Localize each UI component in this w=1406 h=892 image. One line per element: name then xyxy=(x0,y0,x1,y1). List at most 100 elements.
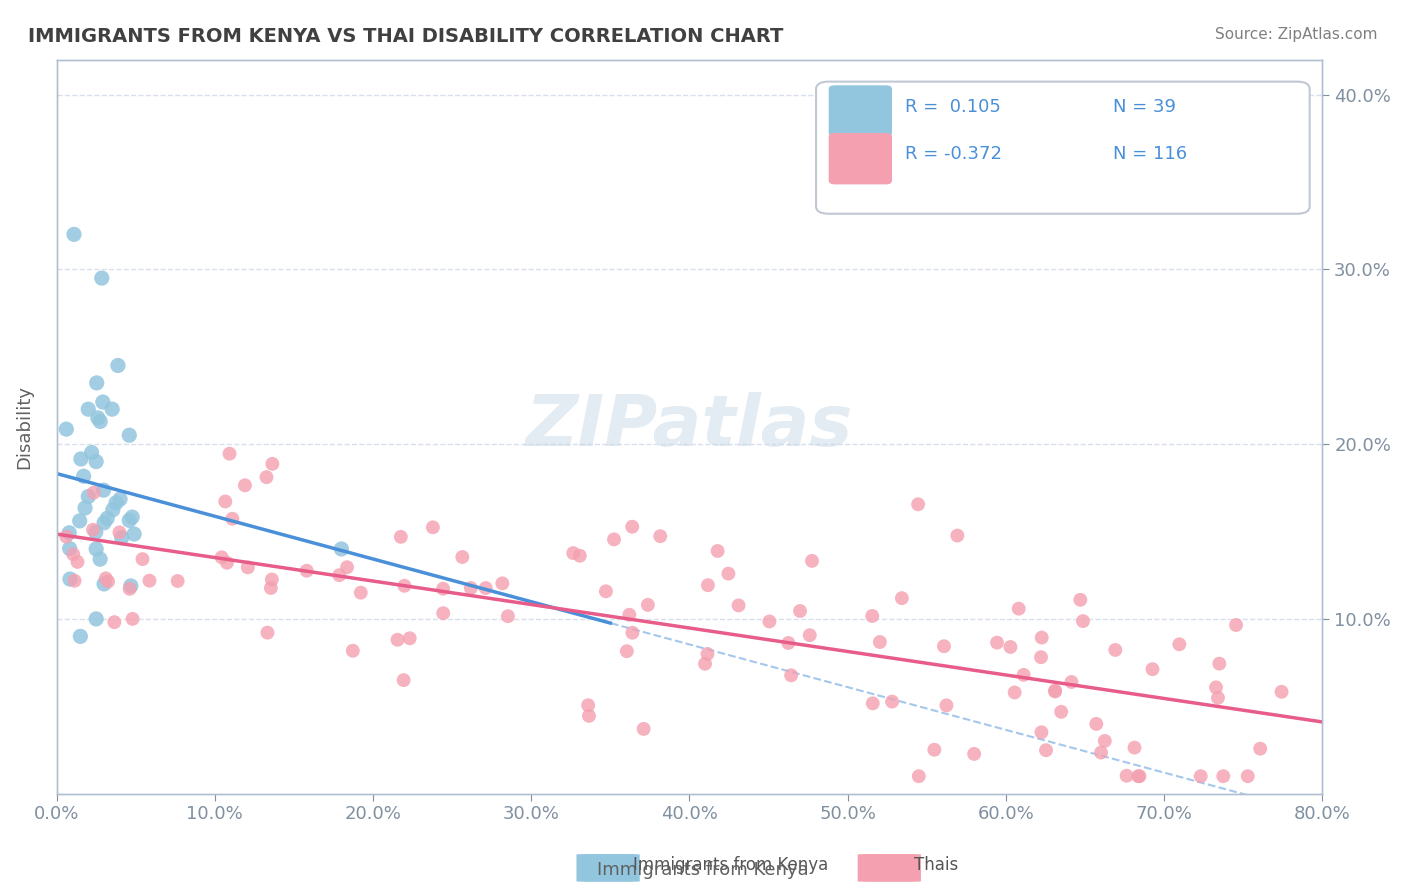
Point xyxy=(59,541,82,556)
Point xyxy=(89,414,111,428)
FancyBboxPatch shape xyxy=(828,86,891,136)
Text: Immigrants from Kenya: Immigrants from Kenya xyxy=(633,856,828,874)
Point xyxy=(717,566,740,581)
Point xyxy=(801,554,824,568)
Point xyxy=(789,604,811,618)
Point xyxy=(214,494,236,508)
Point xyxy=(103,615,125,629)
Point xyxy=(101,402,124,417)
Point xyxy=(986,635,1008,649)
Point xyxy=(1270,685,1292,699)
Point xyxy=(108,525,131,540)
Text: Immigrants from Kenya: Immigrants from Kenya xyxy=(598,861,808,879)
Point xyxy=(221,512,243,526)
Point xyxy=(342,644,364,658)
Point xyxy=(1094,734,1116,748)
Point xyxy=(1035,743,1057,757)
Point xyxy=(93,577,115,591)
Point xyxy=(84,525,107,540)
Point xyxy=(118,582,141,596)
Point xyxy=(62,547,84,561)
Point xyxy=(780,668,803,682)
Point xyxy=(55,530,77,544)
Point xyxy=(890,591,912,606)
Point xyxy=(422,520,444,534)
Point xyxy=(907,497,929,511)
Point xyxy=(637,598,659,612)
Text: ZIPatlas: ZIPatlas xyxy=(526,392,853,461)
Point xyxy=(862,697,884,711)
Point xyxy=(58,525,80,540)
Point xyxy=(1043,684,1066,698)
Point xyxy=(1004,685,1026,699)
Point xyxy=(101,502,124,516)
Point xyxy=(1225,618,1247,632)
Point xyxy=(1128,769,1150,783)
Point xyxy=(69,514,91,528)
Point xyxy=(578,709,600,723)
Point xyxy=(96,511,118,525)
Point xyxy=(94,571,117,585)
FancyBboxPatch shape xyxy=(815,82,1309,214)
Point xyxy=(93,483,115,497)
Point xyxy=(603,533,626,547)
Point xyxy=(83,485,105,500)
Point xyxy=(260,573,283,587)
Point xyxy=(256,625,278,640)
Point xyxy=(218,447,240,461)
Point xyxy=(63,227,86,242)
Point xyxy=(82,523,104,537)
Point xyxy=(496,609,519,624)
Point xyxy=(89,552,111,566)
Text: R = -0.372: R = -0.372 xyxy=(904,145,1001,162)
Point xyxy=(121,612,143,626)
Point xyxy=(90,271,112,285)
Point xyxy=(1085,717,1108,731)
Point xyxy=(1071,614,1094,628)
Point xyxy=(1208,657,1230,671)
Point xyxy=(166,574,188,588)
Point xyxy=(907,769,929,783)
Point xyxy=(328,568,350,582)
Point xyxy=(1115,769,1137,783)
Point xyxy=(84,454,107,468)
Point xyxy=(474,581,496,595)
FancyBboxPatch shape xyxy=(576,854,640,882)
Point xyxy=(118,428,141,442)
Text: R =  0.105: R = 0.105 xyxy=(904,98,1001,116)
Point xyxy=(1069,592,1091,607)
Point xyxy=(758,615,780,629)
Point xyxy=(1060,675,1083,690)
Point xyxy=(262,457,284,471)
Point xyxy=(1205,681,1227,695)
Point xyxy=(562,546,585,560)
Point xyxy=(621,625,644,640)
Y-axis label: Disability: Disability xyxy=(15,384,32,468)
Point xyxy=(460,581,482,595)
Point xyxy=(72,469,94,483)
Point xyxy=(87,410,110,425)
Point xyxy=(111,531,134,545)
Point xyxy=(451,549,474,564)
Point xyxy=(236,560,259,574)
Point xyxy=(924,743,946,757)
Point xyxy=(80,445,103,459)
Point xyxy=(595,584,617,599)
Point xyxy=(696,578,718,592)
Point xyxy=(693,657,716,671)
Point xyxy=(963,747,986,761)
Point xyxy=(932,639,955,653)
Point xyxy=(118,513,141,527)
Point xyxy=(392,673,415,687)
Point xyxy=(63,574,86,588)
Point xyxy=(387,632,409,647)
Point xyxy=(91,395,114,409)
Point xyxy=(260,581,283,595)
Point xyxy=(1189,769,1212,783)
Point xyxy=(398,632,420,646)
Point xyxy=(1050,705,1073,719)
Point xyxy=(1212,769,1234,783)
Point xyxy=(131,552,153,566)
Point xyxy=(1031,725,1053,739)
Point xyxy=(295,564,318,578)
